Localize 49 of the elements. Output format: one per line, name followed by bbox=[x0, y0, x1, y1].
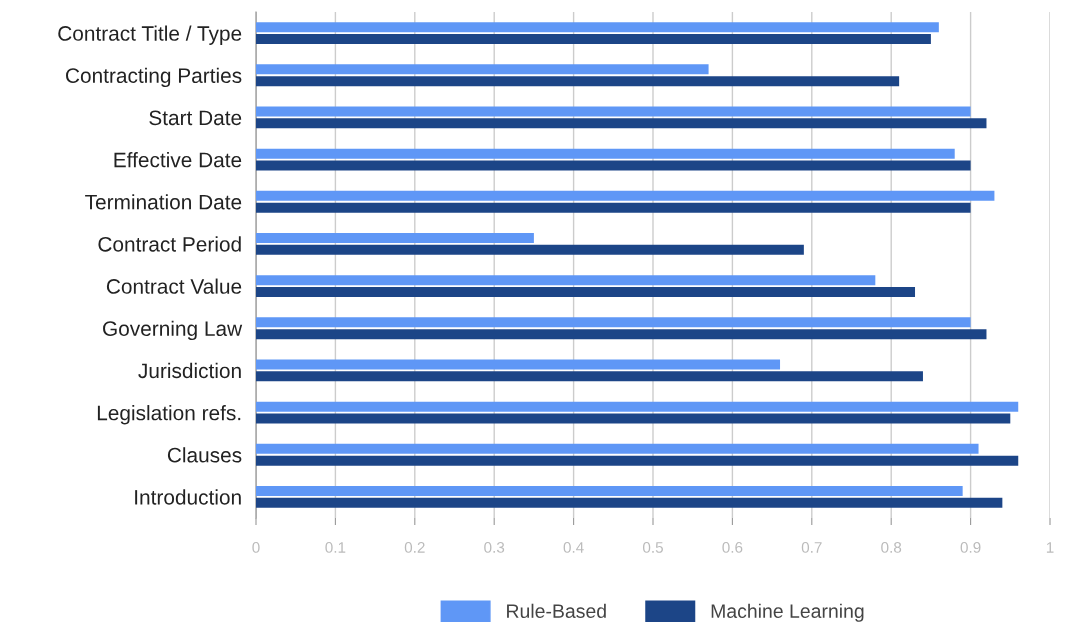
y-tick-label: Contract Value bbox=[106, 278, 242, 294]
bar bbox=[256, 244, 804, 255]
x-tick-label: 0.2 bbox=[404, 542, 425, 553]
y-tick-label: Introduction bbox=[135, 489, 241, 505]
bar bbox=[256, 76, 900, 87]
y-tick-label: Start Date bbox=[149, 110, 242, 126]
bar bbox=[256, 148, 955, 159]
bar bbox=[256, 33, 931, 44]
bar bbox=[256, 401, 1019, 412]
x-tick-label: 0 bbox=[252, 542, 260, 553]
bar bbox=[256, 202, 971, 213]
bar bbox=[256, 317, 971, 328]
bar bbox=[256, 371, 923, 382]
bar bbox=[256, 118, 987, 129]
bar bbox=[256, 286, 916, 297]
x-tick-label: 0.3 bbox=[484, 542, 505, 553]
x-tick-label: 0.5 bbox=[642, 542, 663, 553]
bar bbox=[256, 275, 876, 286]
bar bbox=[256, 443, 979, 454]
bar bbox=[256, 413, 1011, 424]
legend-label: Machine Learning bbox=[711, 603, 864, 622]
y-tick-label: Governing Law bbox=[103, 320, 243, 341]
bar bbox=[256, 486, 963, 497]
x-tick-label: 0.7 bbox=[801, 542, 822, 553]
bar bbox=[256, 497, 1003, 508]
bar bbox=[256, 329, 987, 340]
bar bbox=[256, 160, 971, 171]
y-tick-label: Clauses bbox=[167, 447, 242, 463]
bar bbox=[256, 359, 781, 370]
x-tick-label: 0.8 bbox=[881, 542, 902, 553]
bar bbox=[256, 233, 534, 244]
y-tick-label: Jurisdiction bbox=[138, 362, 241, 379]
bar bbox=[256, 22, 939, 33]
x-tick-label: 0.1 bbox=[325, 542, 346, 553]
x-tick-label: 0.4 bbox=[563, 542, 584, 553]
y-tick-label: Contract Title / Type bbox=[58, 25, 242, 45]
bar bbox=[256, 64, 709, 75]
y-tick-label: Contract Period bbox=[98, 236, 241, 252]
x-tick-label: 1 bbox=[1046, 542, 1054, 553]
bar bbox=[256, 106, 971, 117]
y-tick-label: Legislation refs. bbox=[97, 405, 241, 425]
y-tick-label: Contracting Parties bbox=[66, 67, 242, 88]
x-tick-label: 0.9 bbox=[960, 542, 981, 553]
x-tick-label: 0.6 bbox=[722, 542, 743, 553]
y-tick-label: Effective Date bbox=[114, 152, 242, 168]
y-tick-label: Termination Date bbox=[85, 194, 242, 210]
bar bbox=[256, 190, 995, 201]
legend-label: Rule-Based bbox=[507, 603, 606, 618]
bar bbox=[256, 455, 1019, 466]
